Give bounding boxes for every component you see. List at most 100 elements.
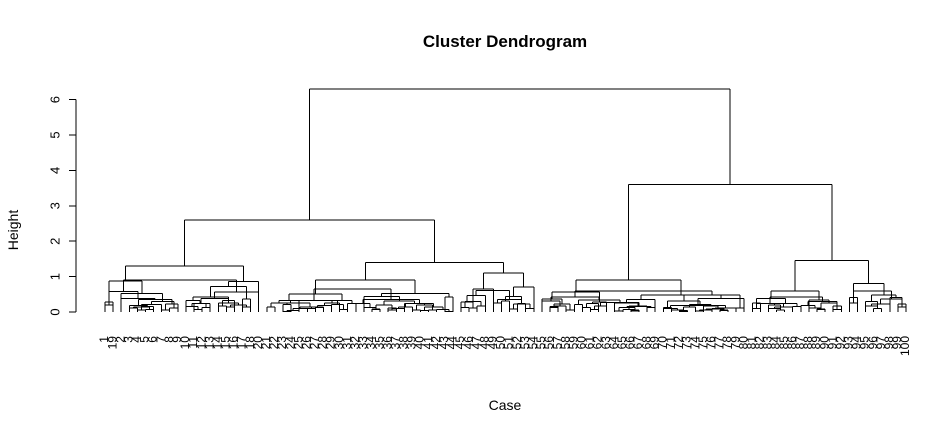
leaf-label: 2	[113, 336, 127, 343]
leaf-label: 88	[801, 336, 815, 350]
leaf-label: 58	[558, 336, 572, 350]
leaf-label: 65	[615, 336, 629, 350]
x-axis-label: Case	[489, 397, 522, 413]
leaf-label: 83	[761, 336, 775, 350]
leaf-label: 91	[825, 336, 839, 350]
leaf-label: 71	[664, 336, 678, 350]
y-axis: 0 1 2 3 4 5 6	[47, 96, 77, 316]
leaf-label: 56	[542, 336, 556, 350]
leaf-label: 53	[518, 336, 532, 350]
leaf-label: 43	[437, 336, 451, 350]
leaf-label: 7	[154, 336, 168, 343]
leaf-label: 98	[882, 336, 896, 350]
dendrogram-tree	[104, 88, 907, 312]
leaf-label: 51	[502, 336, 516, 350]
y-tick-label: 2	[47, 238, 62, 245]
leaf-label: 25	[291, 336, 305, 350]
leaf-label: 66	[623, 336, 637, 350]
leaf-label: 84	[769, 336, 783, 350]
leaf-label: 41	[421, 336, 435, 350]
leaf-label: 16	[227, 336, 241, 350]
leaf-label: 89	[809, 336, 823, 350]
leaf-label: 31	[340, 336, 354, 350]
leaf-label: 79	[728, 336, 742, 350]
y-tick-label: 5	[47, 131, 62, 138]
leaf-label: 93	[842, 336, 856, 350]
leaf-label: 92	[833, 336, 847, 350]
leaf-label: 38	[397, 336, 411, 350]
leaf-label: 94	[850, 336, 864, 350]
leaf-label: 87	[793, 336, 807, 350]
leaf-label: 54	[526, 336, 540, 350]
leaf-label: 17	[235, 336, 249, 350]
leaf-label: 67	[631, 336, 645, 350]
chart-title: Cluster Dendrogram	[423, 32, 587, 51]
leaf-label: 52	[510, 336, 524, 350]
leaf-label: 5	[138, 336, 152, 343]
leaf-label: 1	[97, 336, 111, 343]
leaf-label: 46	[461, 336, 475, 350]
leaf-label: 40	[413, 336, 427, 350]
leaf-label: 73	[680, 336, 694, 350]
leaf-label: 97	[874, 336, 888, 350]
leaf-label: 70	[655, 336, 669, 350]
leaf-label: 33	[356, 336, 370, 350]
leaf-label: 81	[744, 336, 758, 350]
leaf-label: 49	[486, 336, 500, 350]
leaf-label: 21	[259, 336, 273, 350]
leaf-label: 96	[866, 336, 880, 350]
leaf-label: 27	[308, 336, 322, 350]
leaf-label: 12	[194, 336, 208, 350]
leaf-label: 36	[380, 336, 394, 350]
leaf-label: 57	[550, 336, 564, 350]
leaf-label: 34	[364, 336, 378, 350]
leaf-label: 90	[817, 336, 831, 350]
leaf-label: 24	[283, 336, 297, 350]
leaf-label: 32	[348, 336, 362, 350]
leaf-label: 37	[388, 336, 402, 350]
leaf-label: 45	[453, 336, 467, 350]
leaf-label: 4	[130, 336, 144, 343]
leaf-label: 82	[753, 336, 767, 350]
leaf-label: 22	[267, 336, 281, 350]
leaf-label: 20	[251, 336, 265, 350]
leaf-label: 11	[186, 336, 200, 349]
leaf-labels: 1192345678910111213141516171820212223242…	[97, 336, 912, 356]
y-tick-label: 4	[47, 167, 62, 174]
y-tick-label: 1	[47, 273, 62, 280]
leaf-label: 35	[372, 336, 386, 350]
leaf-label: 77	[712, 336, 726, 350]
leaf-label: 14	[210, 336, 224, 350]
leaf-label: 28	[316, 336, 330, 350]
leaf-label: 19	[105, 336, 119, 350]
leaf-label: 15	[219, 336, 233, 350]
leaf-label: 76	[704, 336, 718, 350]
leaf-label: 61	[583, 336, 597, 350]
leaf-label: 63	[599, 336, 613, 350]
leaf-label: 64	[607, 336, 621, 350]
leaf-label: 75	[696, 336, 710, 350]
leaf-label: 29	[324, 336, 338, 350]
leaf-label: 100	[898, 336, 912, 356]
leaf-label: 8	[162, 336, 176, 343]
leaf-label: 55	[534, 336, 548, 350]
leaf-label: 48	[477, 336, 491, 350]
leaf-label: 68	[639, 336, 653, 350]
leaf-label: 18	[243, 336, 257, 350]
leaf-label: 26	[299, 336, 313, 350]
leaf-label: 10	[178, 336, 192, 350]
y-tick-label: 6	[47, 96, 62, 103]
y-tick-label: 3	[47, 202, 62, 209]
leaf-label: 85	[777, 336, 791, 350]
leaf-label: 86	[785, 336, 799, 350]
leaf-label: 3	[121, 336, 135, 343]
leaf-label: 99	[890, 336, 904, 350]
leaf-label: 72	[672, 336, 686, 350]
leaf-label: 13	[202, 336, 216, 350]
leaf-label: 95	[858, 336, 872, 350]
y-tick-label: 0	[47, 308, 62, 315]
leaf-label: 80	[736, 336, 750, 350]
leaf-label: 50	[494, 336, 508, 350]
leaf-label: 44	[445, 336, 459, 350]
